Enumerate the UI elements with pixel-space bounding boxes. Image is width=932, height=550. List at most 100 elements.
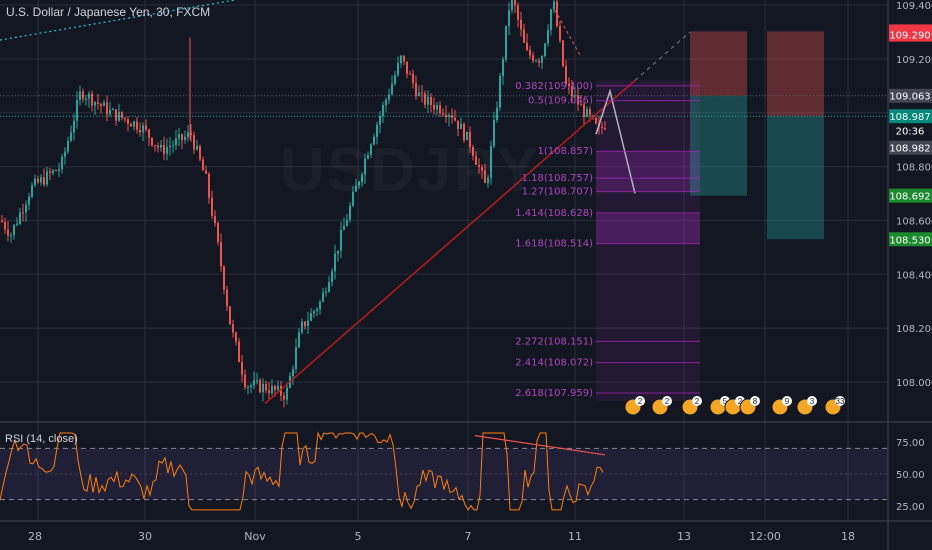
- candle-body: [397, 63, 399, 76]
- candle-body: [34, 178, 36, 186]
- candle-body: [13, 224, 15, 236]
- candle-body: [67, 140, 69, 152]
- rsi-tick-label: 50.00: [896, 470, 925, 481]
- candle-body: [361, 174, 363, 182]
- candle-body: [223, 266, 225, 290]
- fib-anchor-line: [554, 9, 581, 56]
- candle-body: [409, 73, 411, 75]
- price-tick-label: 108.000: [896, 378, 932, 389]
- event-badge[interactable]: 33: [824, 396, 845, 416]
- event-badge[interactable]: 9: [771, 396, 792, 416]
- rsi-pane: [0, 431, 888, 511]
- candle-body: [325, 291, 327, 293]
- candle-body: [586, 108, 588, 117]
- candle-body: [184, 136, 186, 140]
- event-badge[interactable]: 8: [739, 396, 760, 416]
- event-count: 5: [723, 397, 728, 406]
- candle-body: [514, 0, 516, 6]
- candle-body: [253, 380, 255, 386]
- candle-body: [580, 104, 582, 106]
- candle-body: [25, 204, 27, 213]
- symbol-title[interactable]: U.S. Dollar / Japanese Yen, 30, FXCM: [6, 5, 211, 19]
- price-tag-label: 108.692: [889, 192, 930, 203]
- candle-body: [94, 102, 96, 106]
- time-tick-label: 18: [841, 530, 855, 543]
- candle-body: [31, 185, 33, 197]
- fib-level-label: 1(108.857): [537, 146, 593, 157]
- time-tick-label: 11: [568, 530, 582, 543]
- candle-body: [160, 144, 162, 148]
- price-tag: 20:36: [889, 123, 932, 138]
- candle-body: [1, 220, 3, 222]
- event-count: 9: [785, 397, 790, 406]
- candle-body: [64, 151, 66, 157]
- candle-body: [445, 114, 447, 118]
- candle-body: [238, 341, 240, 363]
- candle-body: [391, 83, 393, 95]
- candle-body: [331, 271, 333, 283]
- candle-body: [79, 91, 81, 100]
- position-target-zone: [767, 116, 824, 240]
- candle-body: [109, 109, 111, 115]
- candle-body: [304, 321, 306, 327]
- price-tag-label: 108.987: [889, 112, 930, 123]
- event-badge[interactable]: 2: [681, 396, 702, 416]
- candle-body: [265, 383, 267, 391]
- event-badge[interactable]: 2: [624, 396, 645, 416]
- candle-body: [463, 123, 465, 141]
- time-axis[interactable]: 28 30 Nov 5 7 11 13 12:00 18: [28, 530, 855, 543]
- price-tag: 108.982: [889, 140, 932, 155]
- candle-body: [451, 115, 453, 118]
- fib-zone-band: [596, 212, 700, 244]
- rsi-band: [0, 448, 888, 500]
- candle-body: [196, 145, 198, 150]
- event-badge[interactable]: 2: [651, 396, 672, 416]
- candle-body: [22, 212, 24, 214]
- candle-body: [508, 10, 510, 26]
- candle-body: [322, 292, 324, 302]
- candle-body: [61, 156, 63, 170]
- candle-body: [379, 115, 381, 125]
- candle-body: [352, 191, 354, 206]
- candle-body: [367, 154, 369, 159]
- candle-body: [133, 121, 135, 127]
- candle-body: [400, 55, 402, 64]
- candle-body: [148, 129, 150, 138]
- fib-level-label: 0.5(109.045): [528, 96, 593, 107]
- candle-body: [112, 109, 114, 111]
- candle-body: [550, 9, 552, 30]
- candle-body: [556, 1, 558, 27]
- candle-body: [271, 385, 273, 394]
- candle-body: [475, 155, 477, 165]
- candle-body: [511, 0, 513, 11]
- candle-body: [421, 92, 423, 94]
- event-badge[interactable]: 3: [796, 396, 817, 416]
- candle-body: [139, 129, 141, 133]
- candle-body: [355, 185, 357, 192]
- projection-path: [595, 88, 636, 194]
- event-count-bubble: [750, 396, 760, 406]
- candle-body: [235, 332, 237, 342]
- rsi-title[interactable]: RSI (14, close): [5, 433, 78, 445]
- fib-level-label: 1.27(108.707): [522, 187, 594, 198]
- event-badge[interactable]: 5: [709, 396, 730, 416]
- event-badges[interactable]: 2 2 2 5 2 8 9 3 33: [624, 396, 845, 416]
- candle-body: [106, 102, 108, 115]
- candle-body: [157, 145, 159, 148]
- candle-body: [595, 117, 597, 124]
- price-axis[interactable]: 109.400 109.200 108.800 108.600 108.400 108.2…: [889, 1, 932, 513]
- event-count-bubble: [662, 396, 672, 406]
- candle-body: [529, 49, 531, 56]
- candle-body: [163, 144, 165, 154]
- event-count-bubble: [835, 396, 845, 406]
- candle-body: [562, 40, 564, 67]
- candle-body: [142, 125, 144, 133]
- candle-body: [151, 137, 153, 146]
- price-tag-bg: [889, 232, 932, 247]
- fib-level-label: 1.18(108.757): [522, 173, 594, 184]
- candle-body: [115, 109, 117, 121]
- fib-level-label: 2.618(107.959): [515, 388, 593, 399]
- candle-body: [154, 145, 156, 147]
- candle-body: [55, 170, 57, 172]
